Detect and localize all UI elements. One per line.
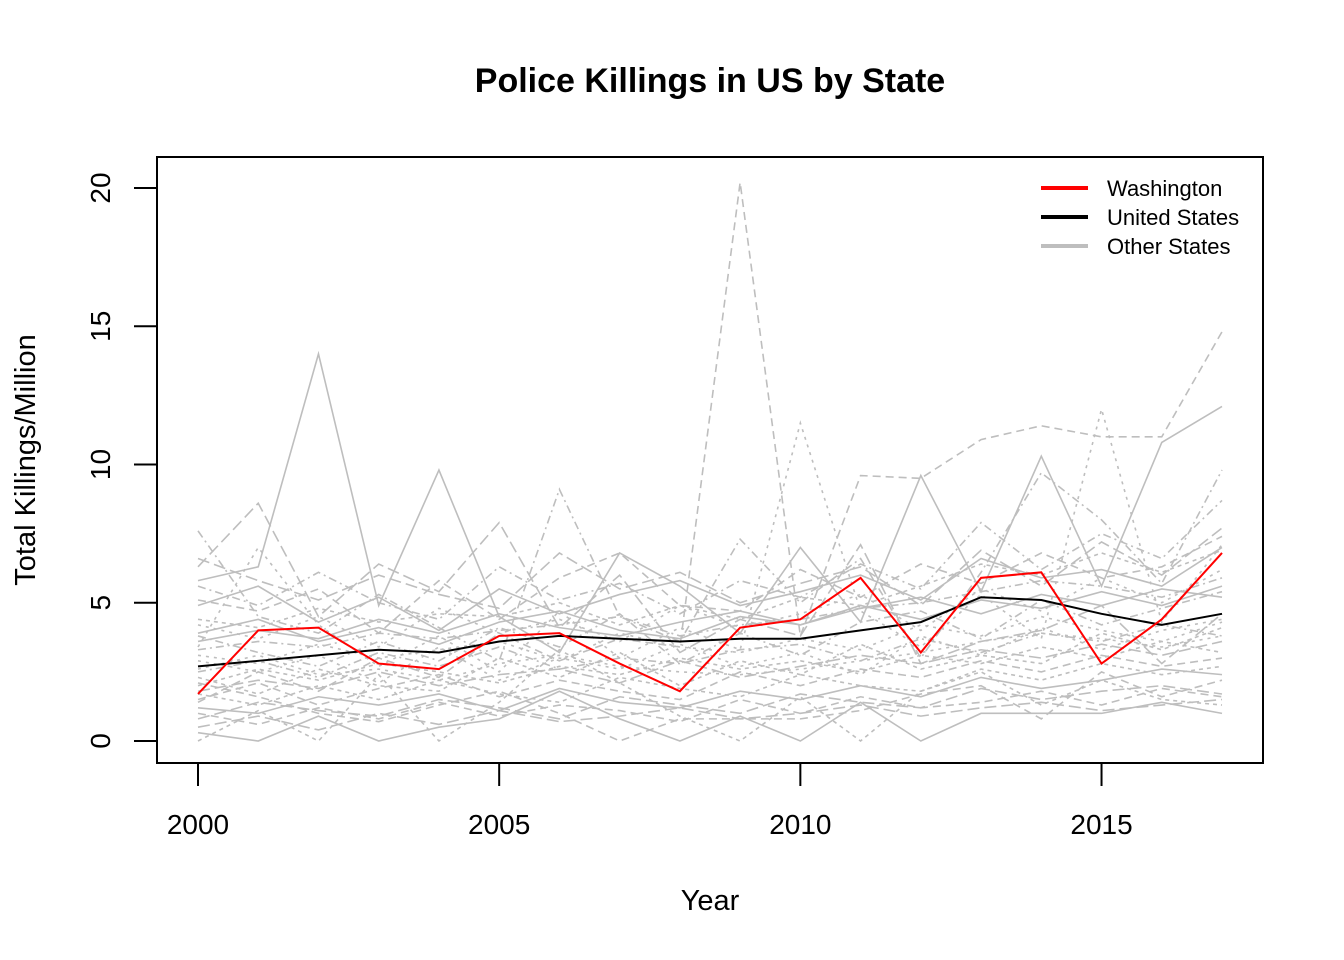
series-line-15 [197,535,1223,635]
series-line-31 [197,662,1223,706]
series-line-25 [197,640,1223,687]
series-line-12 [197,640,1223,693]
series-line-9 [197,670,1223,742]
series-line-18 [197,684,1223,720]
series-line-13 [197,549,1223,629]
series-line-30 [197,527,1223,610]
series-line-22 [197,615,1223,665]
legend-label-1: United States [1107,205,1239,230]
y-axis-label: Total Killings/Million [10,334,42,585]
x-axis-label: Year [681,885,740,917]
series-line-1 [197,596,1223,668]
series-line-20 [197,546,1223,632]
chart-title: Police Killings in US by State [475,62,945,100]
series-line-5 [197,469,1223,662]
series-line-3 [197,182,1223,704]
series-line-21 [197,654,1223,706]
x-tick-label-0: 2000 [167,809,229,840]
y-tick-label-3: 15 [85,311,116,342]
legend-label-2: Other States [1107,234,1231,259]
x-tick-label-2: 2010 [769,809,831,840]
y-axis: 0 5 10 15 20 [85,172,158,749]
series-line-2 [197,350,1223,654]
plot-frame [156,156,1264,764]
y-tick-label-4: 20 [85,172,116,203]
series-line-27 [197,687,1223,726]
series-line-0 [197,552,1223,695]
series-line-14 [197,668,1223,715]
series-line-29 [197,624,1223,679]
series-line-17 [197,590,1223,668]
y-tick-label-1: 5 [85,595,116,611]
x-axis: 2000 2005 2010 2015 [167,762,1133,840]
series-line-24 [197,698,1223,731]
series-layer [197,182,1223,743]
legend-label-0: Washington [1107,176,1222,201]
series-line-19 [197,626,1223,695]
series-line-11 [197,577,1223,651]
y-tick-label-2: 10 [85,449,116,480]
series-line-8 [197,690,1223,742]
x-tick-label-3: 2015 [1070,809,1132,840]
x-tick-label-1: 2005 [468,809,530,840]
series-line-32 [197,588,1223,646]
series-line-16 [197,618,1223,684]
series-line-6 [197,501,1223,665]
series-line-26 [197,585,1223,643]
legend: Washington United States Other States [1041,176,1239,259]
y-tick-label-0: 0 [85,733,116,749]
